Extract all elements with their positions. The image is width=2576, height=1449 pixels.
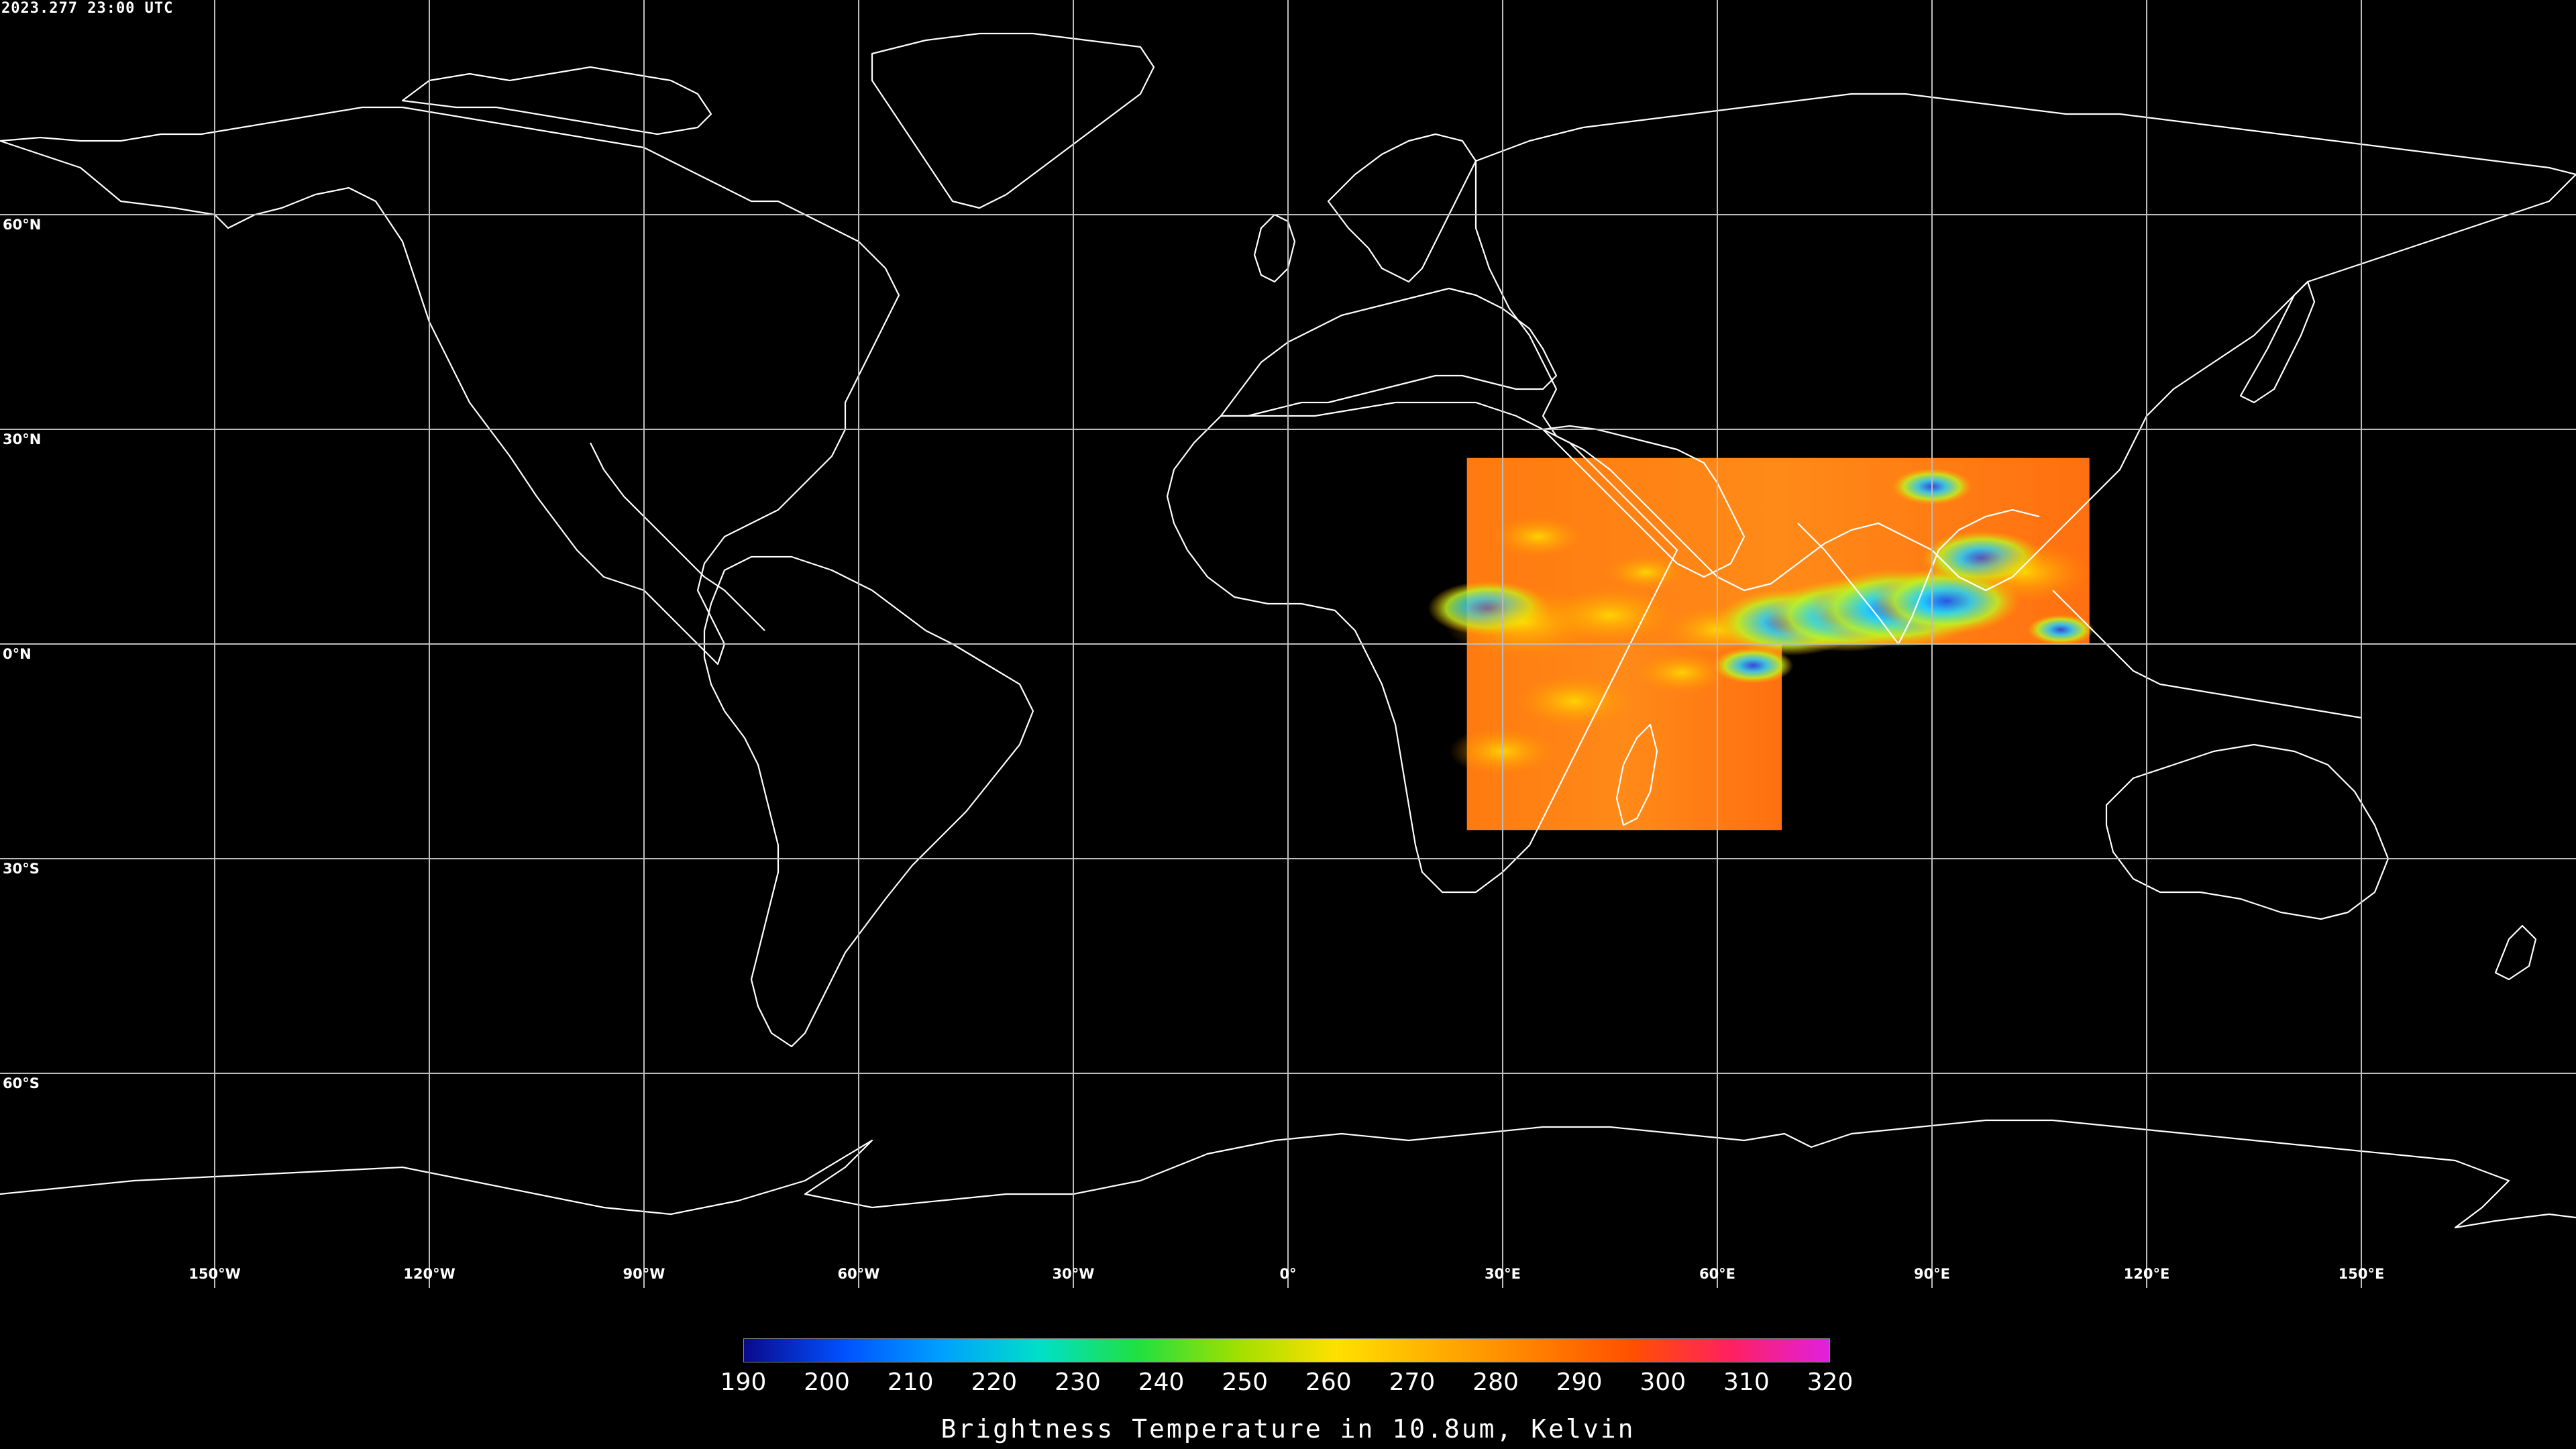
coast-south-america: [703, 555, 1034, 1048]
colorbar-tick-label: 250: [1222, 1368, 1269, 1396]
colorbar-tick-label: 280: [1472, 1368, 1519, 1396]
cloud-blob: [2027, 614, 2094, 645]
colorbar-tick-label: 290: [1556, 1368, 1603, 1396]
coast-north-america: [0, 106, 900, 665]
colorbar-tick-label: 270: [1389, 1368, 1436, 1396]
lon-label: 90°W: [623, 1266, 665, 1282]
cloud-blob: [1543, 585, 1677, 646]
colorbar-tick-label: 320: [1807, 1368, 1854, 1396]
colorbar-gradient: [743, 1338, 1830, 1362]
coast-greenland: [871, 32, 1155, 209]
coast-arabia: [1542, 425, 1746, 578]
colorbar-tick-label: 210: [887, 1368, 934, 1396]
colorbar-tick-label: 230: [1055, 1368, 1101, 1396]
coast-se-asia: [2052, 590, 2362, 719]
lat-label: 30°N: [3, 431, 41, 447]
coast-india: [1797, 508, 2040, 645]
world-map: 60°N 30°N 0°N 30°S 60°S 150°W 120°W 90°W 60°W 30…: [0, 0, 2576, 1288]
cloud-blob: [1513, 674, 1635, 729]
lon-label: 60°W: [838, 1266, 880, 1282]
lon-label: 30°W: [1053, 1266, 1095, 1282]
colorbar-tick-label: 240: [1138, 1368, 1185, 1396]
lat-label: 0°N: [3, 646, 32, 662]
cloud-blob: [1491, 515, 1586, 558]
latitude-labels: 60°N 30°N 0°N 30°S 60°S: [3, 217, 41, 1091]
coast-europe: [1220, 287, 1558, 417]
coast-japan: [2239, 280, 2316, 404]
colorbar: [743, 1338, 1830, 1362]
colorbar-tick-label: 200: [804, 1368, 850, 1396]
coast-arctic-islands: [401, 66, 712, 136]
graticule: [0, 0, 2576, 1288]
colorbar-tick-label: 260: [1305, 1368, 1352, 1396]
colorbar-tick-label: 220: [971, 1368, 1018, 1396]
colorbar-tick-label: 190: [720, 1368, 767, 1396]
lon-label: 150°W: [189, 1266, 241, 1282]
lon-label: 60°E: [1699, 1266, 1735, 1282]
lon-label: 120°W: [403, 1266, 455, 1282]
lon-label: 0°: [1279, 1266, 1296, 1282]
lon-label: 30°E: [1485, 1266, 1521, 1282]
coast-madagascar: [1615, 723, 1658, 826]
coast-australia: [2105, 743, 2390, 920]
lat-label: 60°S: [3, 1075, 40, 1091]
cloud-blob: [1605, 554, 1686, 591]
coast-africa: [1166, 401, 1678, 894]
lat-label: 60°N: [3, 217, 41, 233]
cloud-features: [1428, 468, 2094, 775]
lon-label: 150°E: [2339, 1266, 2385, 1282]
timestamp-label: 2023.277 23:00 UTC: [1, 0, 174, 17]
coast-new-zealand: [2494, 924, 2537, 981]
lon-label: 90°E: [1914, 1266, 1950, 1282]
cloud-blob: [1957, 542, 2092, 603]
lon-label: 120°E: [2124, 1266, 2170, 1282]
coast-scandinavia: [1327, 133, 1477, 283]
coast-central-america: [590, 442, 765, 631]
colorbar-title: Brightness Temperature in 10.8um, Kelvin: [941, 1414, 1635, 1444]
colorbar-tick-label: 310: [1723, 1368, 1770, 1396]
brightness-temperature-overlay: [1428, 458, 2094, 830]
colorbar-tick-label: 300: [1640, 1368, 1686, 1396]
coast-asia: [1474, 93, 2576, 592]
coast-antarctica: [0, 1119, 2576, 1229]
cloud-blob: [1634, 651, 1729, 694]
longitude-labels: 150°W 120°W 90°W 60°W 30°W 0° 30°E 60°E 90°E 120°…: [189, 1266, 2384, 1282]
lat-label: 30°S: [3, 861, 40, 877]
cloud-blob: [1713, 647, 1794, 684]
